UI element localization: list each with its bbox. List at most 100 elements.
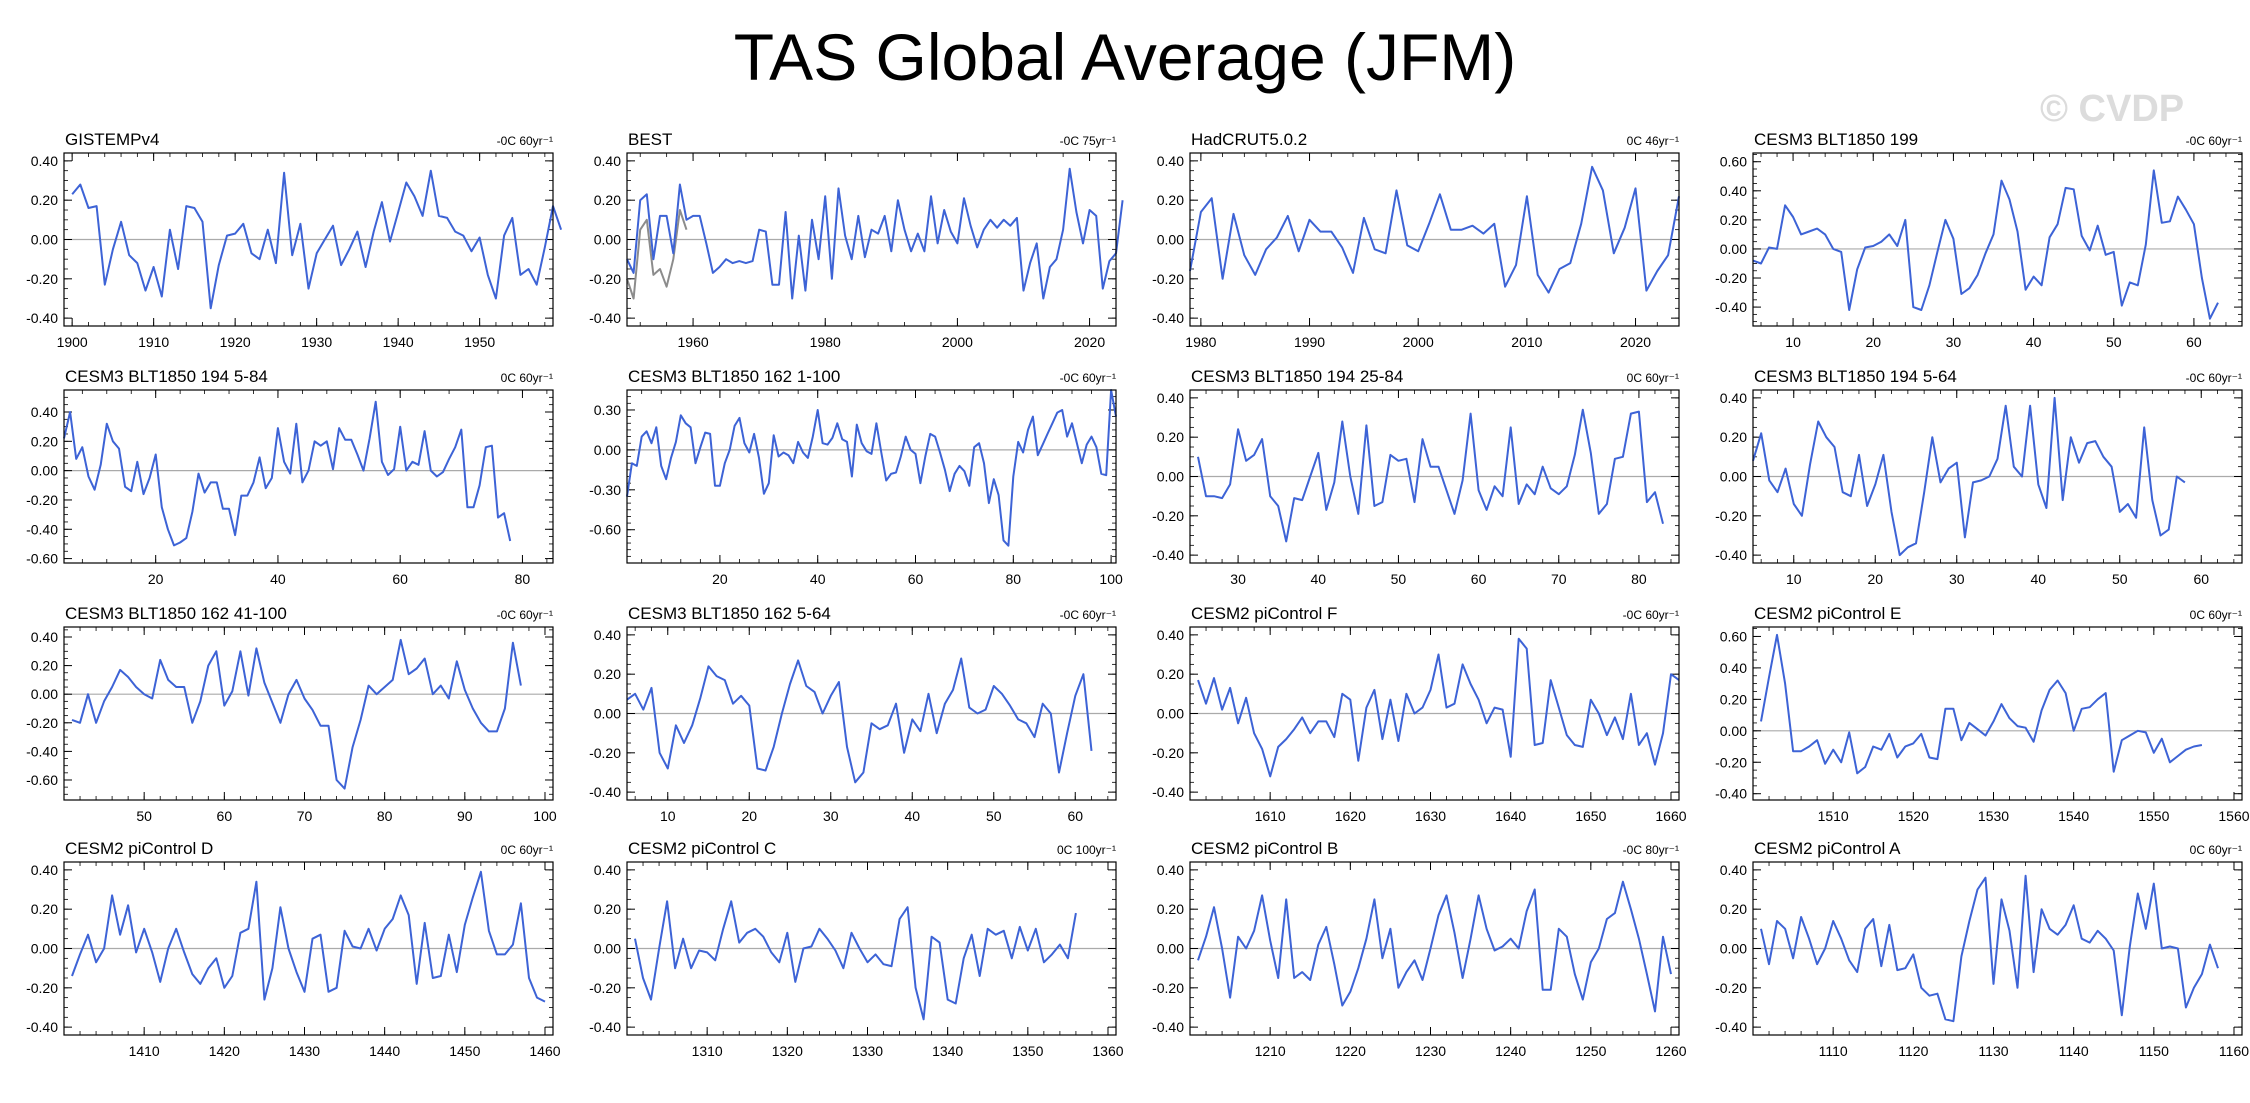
y-tick-label: -0.20 — [1152, 271, 1184, 287]
y-tick-label: 0.60 — [1720, 154, 1747, 170]
trend-label: 0C 60yr⁻¹ — [2190, 843, 2242, 857]
x-tick-label: 2020 — [1620, 334, 1651, 350]
plot-frame — [626, 389, 1117, 564]
plot-frame — [63, 389, 554, 564]
x-tick-label: 40 — [1310, 571, 1326, 587]
series-line — [1760, 874, 2219, 1023]
x-tick-label: 1320 — [772, 1043, 803, 1059]
panel-title: GISTEMPv4 — [65, 130, 159, 149]
panel-6: CESM3 BLT1850 162 1-100 -0C 60yr⁻¹ -0.60 -0… — [589, 367, 1123, 587]
y-tick-label: 0.60 — [1720, 628, 1747, 644]
x-tick-label: 1650 — [1575, 808, 1606, 824]
y-tick-label: 0.40 — [1157, 153, 1184, 169]
x-tick-label: 10 — [1785, 334, 1801, 350]
x-tick-label: 50 — [136, 808, 152, 824]
x-tick-label: 1110 — [1819, 1043, 1848, 1059]
series-line — [1752, 169, 2219, 320]
y-tick-label: -0.40 — [1715, 786, 1747, 802]
y-tick-label: -0.20 — [1715, 508, 1747, 524]
x-tick-label: 50 — [2106, 334, 2122, 350]
y-tick-label: -0.20 — [1152, 980, 1184, 996]
x-tick-label: 100 — [1099, 571, 1123, 587]
x-tick-label: 40 — [270, 571, 286, 587]
y-tick-label: 0.20 — [594, 666, 621, 682]
x-tick-label: 60 — [217, 808, 233, 824]
x-tick-label: 1990 — [1294, 334, 1325, 350]
x-tick-label: 50 — [1391, 571, 1407, 587]
x-tick-label: 80 — [1631, 571, 1647, 587]
y-tick-label: 0.00 — [1720, 941, 1747, 957]
series-line — [634, 900, 1077, 1021]
x-tick-label: 1630 — [1415, 808, 1446, 824]
y-tick-label: 0.00 — [1157, 941, 1184, 957]
plot-frame — [1189, 152, 1680, 327]
y-tick-label: 0.20 — [594, 901, 621, 917]
panel-title: CESM3 BLT1850 162 1-100 — [628, 367, 840, 386]
panel-title: CESM2 piControl C — [628, 839, 776, 858]
trend-label: -0C 60yr⁻¹ — [1060, 371, 1116, 385]
x-tick-label: 1230 — [1415, 1043, 1446, 1059]
x-tick-label: 60 — [908, 571, 924, 587]
x-tick-label: 1440 — [369, 1043, 400, 1059]
series-line — [71, 870, 546, 1003]
y-tick-label: 0.20 — [31, 192, 58, 208]
y-tick-label: 0.40 — [31, 862, 58, 878]
y-tick-label: 0.20 — [31, 901, 58, 917]
x-tick-label: 1160 — [2219, 1043, 2249, 1059]
panel-1: GISTEMPv4 -0C 60yr⁻¹ -0.40 -0.20 0.00 0.20 0.4… — [26, 130, 563, 350]
y-tick-label: 0.40 — [1157, 390, 1184, 406]
x-tick-label: 1120 — [1898, 1043, 1928, 1059]
y-tick-label: -0.20 — [589, 980, 621, 996]
y-tick-label: 0.40 — [31, 629, 58, 645]
x-tick-label: 90 — [457, 808, 473, 824]
x-tick-label: 1260 — [1655, 1043, 1686, 1059]
plot-frame — [626, 626, 1117, 801]
y-tick-label: -0.30 — [589, 482, 621, 498]
y-tick-label: -0.40 — [1152, 784, 1184, 800]
panel-14: CESM2 piControl C 0C 100yr⁻¹ -0.40 -0.20 0.0… — [589, 839, 1124, 1059]
x-tick-label: 1210 — [1255, 1043, 1286, 1059]
panel-title: CESM2 piControl A — [1754, 839, 1901, 858]
x-tick-label: 60 — [392, 571, 408, 587]
y-tick-label: -0.20 — [1152, 508, 1184, 524]
trend-label: -0C 60yr⁻¹ — [1060, 608, 1116, 622]
x-tick-label: 1550 — [2138, 808, 2169, 824]
plot-frame — [1752, 152, 2243, 327]
y-tick-label: -0.20 — [1152, 745, 1184, 761]
y-tick-label: 0.00 — [1157, 706, 1184, 722]
y-tick-label: 0.00 — [1720, 469, 1747, 485]
x-tick-label: 20 — [1867, 571, 1883, 587]
panel-title: CESM2 piControl D — [65, 839, 213, 858]
x-tick-label: 20 — [1865, 334, 1881, 350]
x-tick-label: 1540 — [2058, 808, 2089, 824]
panel-2: BEST -0C 75yr⁻¹ -0.40 -0.20 0.00 0.20 0.40 1960… — [589, 130, 1124, 350]
ensemble-series-line — [626, 209, 688, 300]
y-tick-label: 0.20 — [1157, 429, 1184, 445]
trend-label: 0C 60yr⁻¹ — [501, 371, 553, 385]
y-tick-label: 0.00 — [31, 463, 58, 479]
plot-frame — [1752, 389, 2243, 564]
x-tick-label: 1240 — [1495, 1043, 1526, 1059]
y-tick-label: -0.20 — [26, 271, 58, 287]
x-tick-label: 1660 — [1655, 808, 1686, 824]
x-tick-label: 20 — [712, 571, 728, 587]
x-tick-label: 1910 — [138, 334, 169, 350]
series-line — [1197, 637, 1680, 778]
panel-8: CESM3 BLT1850 194 5-64 -0C 60yr⁻¹ -0.40 -0.… — [1715, 367, 2243, 587]
series-line — [626, 167, 1124, 300]
y-tick-label: 0.40 — [1720, 183, 1747, 199]
panel-9: CESM3 BLT1850 162 41-100 -0C 60yr⁻¹ -0.60 -… — [26, 604, 557, 824]
plot-frame — [1189, 626, 1680, 801]
x-tick-label: 1410 — [129, 1043, 160, 1059]
trend-label: 0C 60yr⁻¹ — [501, 843, 553, 857]
y-tick-label: 0.40 — [1720, 862, 1747, 878]
y-tick-label: 0.40 — [1157, 862, 1184, 878]
x-tick-label: 10 — [1786, 571, 1802, 587]
x-tick-label: 1510 — [1818, 808, 1849, 824]
x-tick-label: 1220 — [1335, 1043, 1366, 1059]
y-tick-label: -0.40 — [26, 743, 58, 759]
panel-4: CESM3 BLT1850 199 -0C 60yr⁻¹ -0.40 -0.20 0.0… — [1715, 130, 2243, 350]
y-tick-label: 0.20 — [1157, 192, 1184, 208]
x-tick-label: 1140 — [2059, 1043, 2089, 1059]
x-tick-label: 100 — [533, 808, 557, 824]
